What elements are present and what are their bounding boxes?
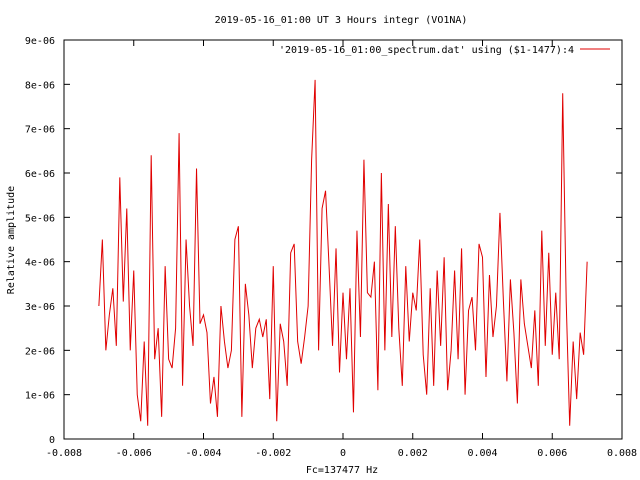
series-line [98, 79, 588, 426]
y-tick-label: 3e-06 [25, 302, 55, 313]
x-tick-label: 0 [340, 448, 346, 459]
legend: '2019-05-16_01:00_spectrum.dat' using ($… [279, 45, 610, 56]
x-tick-label: -0.006 [116, 448, 152, 459]
y-axis-label: Relative amplitude [6, 186, 17, 294]
y-tick-label: 1e-06 [25, 391, 55, 402]
x-tick-label: 0.002 [398, 448, 428, 459]
legend-label: '2019-05-16_01:00_spectrum.dat' using ($… [279, 45, 574, 56]
y-tick-label: 4e-06 [25, 258, 55, 269]
x-tick-label: -0.004 [185, 448, 221, 459]
series-group [98, 79, 588, 426]
x-tick-label: 0.008 [607, 448, 637, 459]
x-tick-label: -0.008 [46, 448, 82, 459]
x-tick-label: 0.004 [467, 448, 497, 459]
y-tick-label: 0 [49, 435, 55, 446]
x-axis-label: Fc=137477 Hz [306, 465, 378, 476]
y-tick-label: 7e-06 [25, 125, 55, 136]
chart-title: 2019-05-16_01:00 UT 3 Hours integr (VO1N… [215, 15, 468, 26]
plot-frame [63, 39, 623, 440]
y-tick-label: 8e-06 [25, 80, 55, 91]
y-tick-label: 9e-06 [25, 36, 55, 47]
x-tick-label: -0.002 [255, 448, 291, 459]
y-tick-label: 2e-06 [25, 346, 55, 357]
x-tick-label: 0.006 [537, 448, 567, 459]
y-tick-label: 6e-06 [25, 169, 55, 180]
y-tick-label: 5e-06 [25, 213, 55, 224]
